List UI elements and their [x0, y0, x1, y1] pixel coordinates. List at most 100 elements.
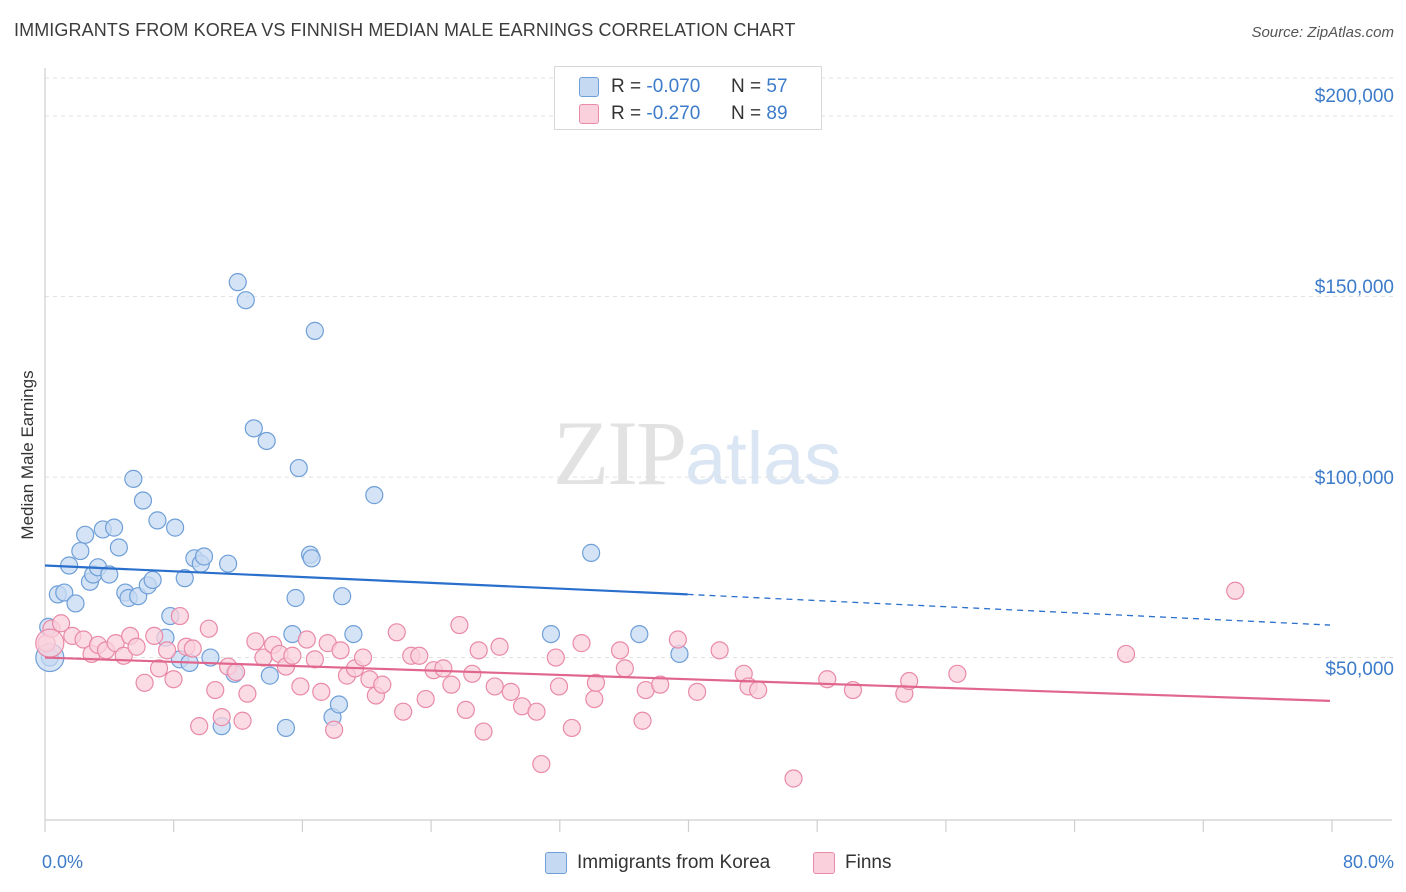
- finns-point: [183, 639, 202, 658]
- korea-point: [143, 570, 162, 590]
- korea-point: [201, 648, 220, 667]
- axes: [44, 68, 1392, 832]
- korea-point: [289, 458, 308, 478]
- finns-point: [668, 630, 687, 649]
- finns-point: [948, 664, 967, 683]
- korea-point: [55, 583, 74, 602]
- r-value: -0.070: [646, 76, 701, 97]
- stats-row-finns: R = -0.270 N = 89: [579, 102, 788, 126]
- n-value: 57: [766, 76, 788, 97]
- finns-point: [456, 700, 475, 720]
- finns-point: [585, 689, 604, 709]
- finns-point: [233, 711, 252, 730]
- finns-point: [238, 684, 257, 703]
- finns-point: [527, 702, 546, 721]
- finns-point: [688, 682, 707, 701]
- finns-point: [586, 673, 606, 692]
- korea-point: [630, 624, 649, 644]
- finns-legend-swatch: [813, 852, 835, 874]
- finns-point: [325, 720, 344, 739]
- legend-item-korea[interactable]: Immigrants from Korea: [545, 852, 770, 874]
- zipatlas-watermark: ZIPatlas: [553, 400, 841, 506]
- finns-point: [710, 641, 729, 660]
- finns-point: [157, 641, 177, 660]
- finns-point: [1226, 581, 1245, 600]
- finns-point: [305, 650, 324, 669]
- finns-point: [212, 708, 231, 727]
- finns-point: [297, 630, 316, 649]
- finns-point: [206, 680, 225, 700]
- korea-point: [109, 538, 128, 557]
- r-value: -0.270: [646, 103, 701, 124]
- x-tick-max: 80.0%: [1342, 852, 1394, 872]
- korea-point: [133, 491, 153, 510]
- finns-point: [501, 682, 520, 701]
- korea-point: [228, 273, 247, 292]
- korea-trend-extension: [687, 593, 1331, 626]
- korea-point: [244, 419, 263, 438]
- legend-label-finns: Finns: [845, 852, 892, 873]
- finns-point: [331, 641, 350, 660]
- finns-point: [373, 675, 392, 694]
- korea-point: [286, 588, 305, 608]
- korea-point: [100, 565, 119, 584]
- finns-point: [127, 637, 146, 656]
- finns-point: [434, 659, 453, 678]
- finns-point: [485, 677, 504, 696]
- finns-point: [410, 646, 429, 665]
- finns-points: [35, 581, 1245, 788]
- legend-item-finns[interactable]: Finns: [813, 852, 891, 874]
- finns-point: [394, 702, 413, 721]
- finns-point: [474, 722, 493, 741]
- finns-point: [610, 641, 630, 660]
- korea-point: [344, 624, 363, 644]
- korea-point: [333, 587, 352, 606]
- y-tick-50000: $50,000: [1325, 659, 1394, 680]
- x-tick-min: 0.0%: [42, 852, 84, 872]
- n-label: N =: [731, 103, 762, 124]
- finns-point: [749, 680, 768, 700]
- finns-point: [291, 677, 310, 696]
- korea-point: [71, 541, 90, 561]
- finns-point: [164, 670, 183, 689]
- finns-swatch: [579, 104, 599, 124]
- watermark-atlas: atlas: [685, 417, 842, 500]
- korea-point: [124, 469, 143, 488]
- finns-point: [442, 675, 461, 694]
- r-label: R =: [611, 103, 642, 124]
- korea-point: [76, 525, 95, 544]
- finns-point: [149, 659, 169, 678]
- n-value: 89: [766, 103, 788, 124]
- finns-point: [450, 615, 469, 635]
- finns-point: [227, 662, 246, 682]
- y-tick-200000: $200,000: [1314, 86, 1394, 107]
- stats-legend: R = -0.070 N = 57 R = -0.270 N = 89: [554, 66, 822, 130]
- finns-point: [615, 659, 634, 678]
- korea-point: [236, 291, 255, 310]
- finns-point: [312, 682, 331, 701]
- finns-point: [190, 717, 209, 736]
- korea-point: [257, 431, 276, 451]
- finns-point: [469, 641, 488, 660]
- finns-trend-line: [44, 656, 1331, 702]
- korea-point: [276, 718, 296, 738]
- finns-point: [572, 634, 591, 653]
- korea-point: [582, 543, 601, 562]
- korea-point: [219, 554, 238, 573]
- korea-trend-line: [44, 564, 688, 596]
- korea-point: [166, 518, 185, 537]
- korea-point: [66, 594, 85, 613]
- chart-title: IMMIGRANTS FROM KOREA VS FINNISH MEDIAN …: [14, 20, 796, 40]
- n-label: N =: [731, 76, 762, 97]
- finns-point: [170, 606, 190, 626]
- source-label: Source: ZipAtlas.com: [1251, 24, 1394, 41]
- finns-point: [532, 754, 551, 774]
- korea-point: [302, 549, 321, 568]
- finns-point: [549, 677, 569, 696]
- korea-swatch: [579, 77, 599, 97]
- korea-point: [541, 624, 561, 644]
- finns-point: [784, 769, 803, 788]
- gridlines: [45, 77, 1395, 659]
- finns-point-large: [35, 628, 65, 658]
